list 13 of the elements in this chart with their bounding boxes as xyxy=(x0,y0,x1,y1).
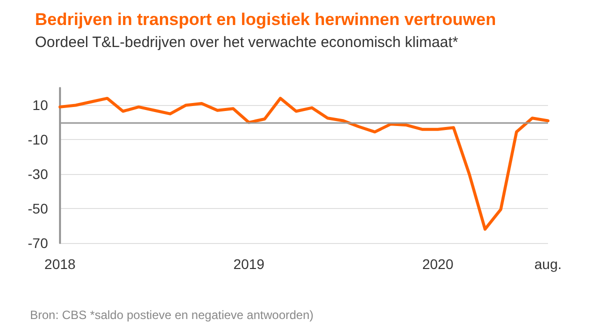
y-tick-label: -30 xyxy=(28,166,48,182)
chart-title: Bedrijven in transport en logistiek herwinnen vertrouwen xyxy=(35,10,496,29)
x-tick-label: 2020 xyxy=(422,256,454,272)
x-tick-label: aug. xyxy=(534,256,562,272)
text: Bron: CBS *saldo postieve en negatieve antwoorden) xyxy=(30,308,314,322)
y-tick-label: 10 xyxy=(32,97,48,114)
y-tick-label: -50 xyxy=(28,200,48,217)
chart-subtitle: Oordeel T&L-bedrijven over het verwachte economisch klimaat* xyxy=(35,34,458,51)
y-tick-label: -70 xyxy=(28,235,48,251)
x-tick-label: 2019 xyxy=(233,256,265,272)
x-tick-label: 2018 xyxy=(44,256,76,272)
line-series xyxy=(58,96,550,231)
y-tick-label: -10 xyxy=(28,132,48,148)
